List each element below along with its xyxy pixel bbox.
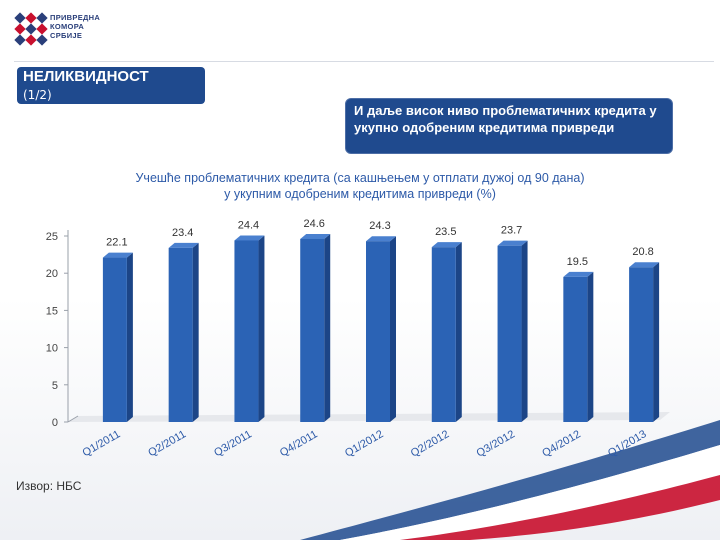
page-title: НЕЛИКВИДНОСТ <box>23 68 149 85</box>
source-note: Извор: НБС <box>16 479 82 493</box>
y-tick-label: 5 <box>52 380 58 392</box>
bar <box>497 245 522 422</box>
chamber-logo-icon <box>14 12 48 46</box>
bar-top <box>234 235 265 241</box>
chart-title-line-2: у укупним одобреним кредитима привреди (… <box>224 187 496 201</box>
x-tick-label: Q4/2012 <box>540 428 583 459</box>
bar-top <box>168 242 199 248</box>
data-label: 24.3 <box>369 220 390 232</box>
bar <box>629 267 654 422</box>
bar-side <box>258 235 265 422</box>
bar-side <box>455 242 462 422</box>
data-label: 23.7 <box>501 225 522 237</box>
bar <box>102 257 127 422</box>
chamber-logo: ПРИВРЕДНА КОМОРА СРБИЈЕ <box>14 10 134 50</box>
bar-top <box>102 252 133 258</box>
bar <box>168 247 193 422</box>
data-label: 24.4 <box>238 219 259 231</box>
chamber-logo-text: ПРИВРЕДНА КОМОРА СРБИЈЕ <box>50 13 130 40</box>
chart-title-line-1: Учешће проблематичних кредита (са кашњењ… <box>135 171 585 185</box>
x-tick-label: Q1/2011 <box>81 428 123 459</box>
title-box: НЕЛИКВИДНОСТ (1/2) <box>17 67 205 104</box>
callout-text: И даље висок ниво проблематичних кредита… <box>354 103 657 135</box>
data-label: 22.1 <box>106 237 127 249</box>
data-label: 23.4 <box>172 227 193 239</box>
x-tick-label: Q2/2011 <box>146 428 188 459</box>
bar <box>366 241 390 422</box>
bar-side <box>390 236 396 422</box>
x-tick-label: Q3/2011 <box>212 428 254 459</box>
bar <box>431 247 456 422</box>
bar <box>563 276 588 422</box>
bar-top <box>563 271 594 277</box>
logo-line-3: СРБИЈЕ <box>50 31 83 40</box>
x-tick-label: Q1/2012 <box>343 428 386 459</box>
y-tick-label: 25 <box>46 231 58 243</box>
logo-line-1: ПРИВРЕДНА <box>50 13 101 22</box>
callout-box: И даље висок ниво проблематичних кредита… <box>345 98 673 154</box>
bar-side <box>521 240 528 422</box>
x-tick-label: Q1/2013 <box>606 428 649 459</box>
bar-top <box>629 262 660 268</box>
bar-side <box>126 252 133 422</box>
data-label: 19.5 <box>567 256 588 268</box>
x-tick-label: Q2/2012 <box>409 428 452 459</box>
bar-top <box>366 236 396 242</box>
x-tick-label: Q3/2012 <box>475 428 518 459</box>
chart-title: Учешће проблематичних кредита (са кашњењ… <box>95 170 625 202</box>
y-tick-label: 15 <box>46 305 58 317</box>
bar <box>300 238 325 422</box>
data-label: 24.6 <box>304 218 325 230</box>
bar-top <box>300 233 331 239</box>
y-tick-label: 0 <box>52 417 58 429</box>
bar-top <box>497 240 528 246</box>
bar-side <box>192 242 199 422</box>
bar <box>234 240 259 422</box>
x-tick-label: Q4/2011 <box>278 428 320 459</box>
header-divider <box>14 61 714 62</box>
bar-side <box>653 262 660 422</box>
y-tick-label: 20 <box>46 268 58 280</box>
axis-corner <box>67 415 79 423</box>
bar-side <box>587 271 594 422</box>
y-tick-label: 10 <box>46 343 58 355</box>
bar-side <box>324 233 331 422</box>
bar-top <box>431 242 462 248</box>
data-label: 20.8 <box>632 246 653 258</box>
data-label: 23.5 <box>435 226 456 238</box>
page-subtitle: (1/2) <box>23 88 52 102</box>
logo-line-2: КОМОРА <box>50 22 85 31</box>
